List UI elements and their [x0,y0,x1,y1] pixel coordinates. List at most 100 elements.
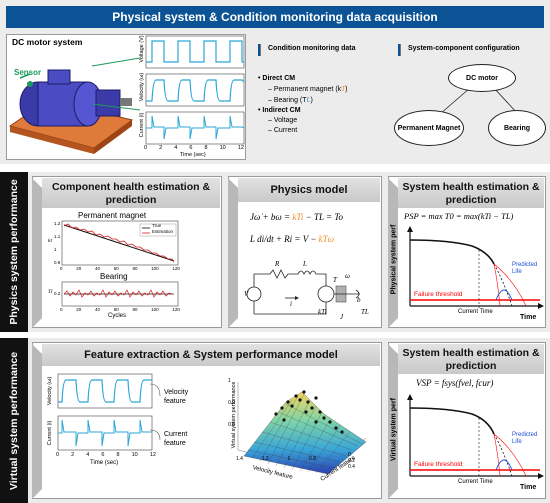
xtick: 0.8 [309,456,316,462]
bearing-xtick: 20 [76,307,82,312]
ytick: 0.2 [348,458,355,464]
ztick: 0.8 [228,422,235,428]
pm-ytick-3: 1 [54,247,57,252]
tick-0: 0 [144,145,148,151]
ztick: 1 [228,378,231,384]
circuit-T: T [333,276,337,284]
dc-motor-illustration [8,69,134,154]
ytick: 0.4 [348,464,355,470]
virtual-failure-label: Failure threshold [414,461,463,468]
bearing-xtick: 40 [94,307,100,312]
signal-plots [145,35,245,145]
circuit-L: L [303,260,307,268]
tick-12: 12 [237,145,244,151]
tick-2: 2 [159,145,163,151]
bearing-chart [61,281,179,307]
tick-6: 6 [189,145,193,151]
cm-marker [258,44,261,56]
cm-bearing: – Bearing (TL) [268,96,313,104]
virtual-xticks: 0 2 4 6 8 10 12 [56,452,156,458]
virtual-time-label: Time (sec) [90,460,119,466]
pm-ytick-1: 1.2 [54,221,61,226]
surface-zticks: 1 0.9 0.8 [228,378,235,428]
node-permanent-magnet: Permanent Magnet [394,110,464,146]
psp-equation: PSP = max T0 = max(kTi − TL) [404,211,514,221]
vtick: 2 [71,452,75,458]
pm-true-line [63,224,175,262]
pm-legend-estimation: Estimation [152,229,174,234]
velocity-feature-label: Velocity feature [164,389,189,405]
xtick: 1.4 [236,456,243,462]
pm-ytick-2: 1.1 [54,234,61,239]
cm-pm: – Permanent magnet (kT) [268,85,348,93]
physics-sys-arrow [388,178,398,328]
cm-list: • Direct CM – Permanent magnet (kT) – Be… [258,74,378,136]
bearing-xtick: 120 [172,307,180,312]
physics-side-label: Physics system performance [0,172,28,332]
pm-xticks: 0 20 40 60 80 100 120 [60,266,180,271]
cm-voltage: – Voltage [268,117,298,124]
top-banner: Physical system & Condition monitoring d… [6,6,544,28]
signal-x-ticks: 0 2 4 6 8 10 12 [144,145,244,151]
pm-xtick: 20 [76,266,82,271]
feature-arrow [32,344,42,499]
vtick: 4 [86,452,90,458]
virtual-time-label: Time [520,484,537,491]
equation-1: Jω̇ + bω = kTi − TL = To [250,212,344,222]
virtual-signal-plots [57,373,153,451]
equation-2: L di/dt + Ri = V − kTω [250,234,335,244]
surface-yticks: 0 0.2 0.4 [348,452,355,470]
virtual-predicted-life: Predicted Life [512,432,538,445]
physics-model-title: Physics model [238,178,380,202]
physics-system-health-title: System health estimation & prediction [398,178,544,208]
signal-time-label: Time (sec) [180,152,206,158]
pm-xtick: 60 [113,266,119,271]
virtual-sys-arrow [388,344,398,499]
ytick: 0 [348,452,351,458]
pm-xtick: 0 [60,266,63,271]
syscomp-heading: System-component configuration [408,45,520,52]
pm-xtick: 80 [132,266,138,271]
velocity-plot [145,73,245,107]
surface-xticks: 1.4 1.2 1 0.8 [236,456,316,462]
cm-direct: • Direct CM [258,75,296,82]
pm-legend-true: True [152,223,162,228]
xtick: 1 [287,456,291,462]
cm-indirect: • Indirect CM [258,107,301,114]
tick-8: 8 [204,145,208,151]
xtick: 1.2 [261,456,269,462]
virtual-current-plot [57,415,153,451]
physics-model-arrow [228,178,238,328]
bearing-estimation-line [63,289,173,298]
bearing-ytick: 0.2 [54,291,61,296]
pm-ylabel: kt [48,238,52,244]
virtual-velocity-plot [57,373,153,409]
current-plot [145,111,245,145]
pm-xtick: 40 [94,266,100,271]
physics-current-time: Current Time [458,309,493,315]
cm-heading: Condition monitoring data [268,45,356,52]
pm-yticks: 1.2 1.1 1 0.9 [54,221,60,265]
vsp-equation: VSP = fsys(fvel, fcur) [416,378,494,388]
virtual-side-label: Virtual system performance [0,338,28,503]
tick-4: 4 [174,145,178,151]
feature-links [149,383,161,441]
physics-predicted-life: Predicted Life [512,262,538,275]
motor-circuit [246,269,360,315]
circuit-b: b [357,296,361,304]
feature-title: Feature extraction & System performance … [42,344,380,366]
cycles-label: Cycles [108,313,127,319]
pm-xtick: 120 [172,266,180,271]
node-bearing: Bearing [488,110,546,146]
voltage-plot [145,35,245,69]
bearing-xtick: 60 [113,307,119,312]
bearing-chart-title: Bearing [100,272,128,281]
bearing-xticks: 0 20 40 60 80 100 120 [60,307,180,312]
circuit-omega: ω [345,272,350,280]
physics-ylabel: Physical system perf [390,224,398,295]
circuit-J: J [340,313,344,321]
pm-xtick: 100 [151,266,159,271]
component-arrow [32,178,42,328]
virtual-ylabel: Virtual system perf [390,398,398,461]
pm-ytick-4: 0.9 [54,260,61,265]
